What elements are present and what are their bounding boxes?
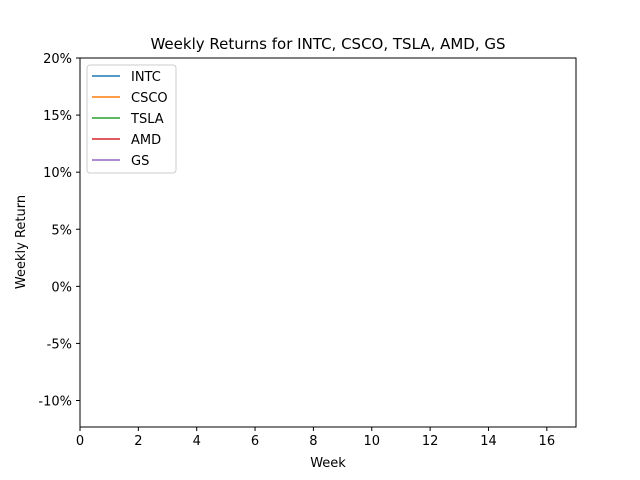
x-tick-label: 2 [134,434,142,449]
legend-item: AMD [92,133,161,148]
x-tick-label: 16 [539,434,556,449]
legend-item: GS [92,154,149,169]
legend: INTC CSCO TSLA AMD GS [86,64,177,174]
legend-label: TSLA [130,112,164,127]
y-tick-label: -10% [38,395,72,410]
plot-frame [79,57,577,428]
legend-label: CSCO [131,91,168,106]
y-tick-label: 15% [43,109,72,124]
legend-item: TSLA [92,112,164,127]
y-tick-label: -5% [47,337,72,352]
legend-label: AMD [131,133,161,148]
y-tick-label: 20% [43,52,72,67]
x-tick-label: 6 [251,434,259,449]
x-axis: 0 2 4 6 8 10 12 14 16 [76,427,555,449]
y-axis-label: Weekly Return [14,195,29,289]
x-tick-label: 0 [76,434,84,449]
y-tick-label: 10% [43,166,72,181]
y-tick-label: 0% [51,280,72,295]
chart-title: Weekly Returns for INTC, CSCO, TSLA, AMD… [150,35,505,53]
y-axis: -10% -5% 0% 5% 10% 15% 20% [38,52,80,410]
x-tick-label: 10 [363,434,380,449]
legend-item: CSCO [92,91,168,106]
legend-label: INTC [131,70,161,85]
legend-item: INTC [92,70,161,85]
x-tick-label: 14 [480,434,497,449]
x-tick-label: 8 [309,434,317,449]
y-tick-label: 5% [51,223,72,238]
legend-box [86,64,177,174]
x-tick-label: 12 [422,434,439,449]
legend-label: GS [131,154,149,169]
x-tick-label: 4 [193,434,201,449]
x-axis-label: Week [310,456,346,471]
